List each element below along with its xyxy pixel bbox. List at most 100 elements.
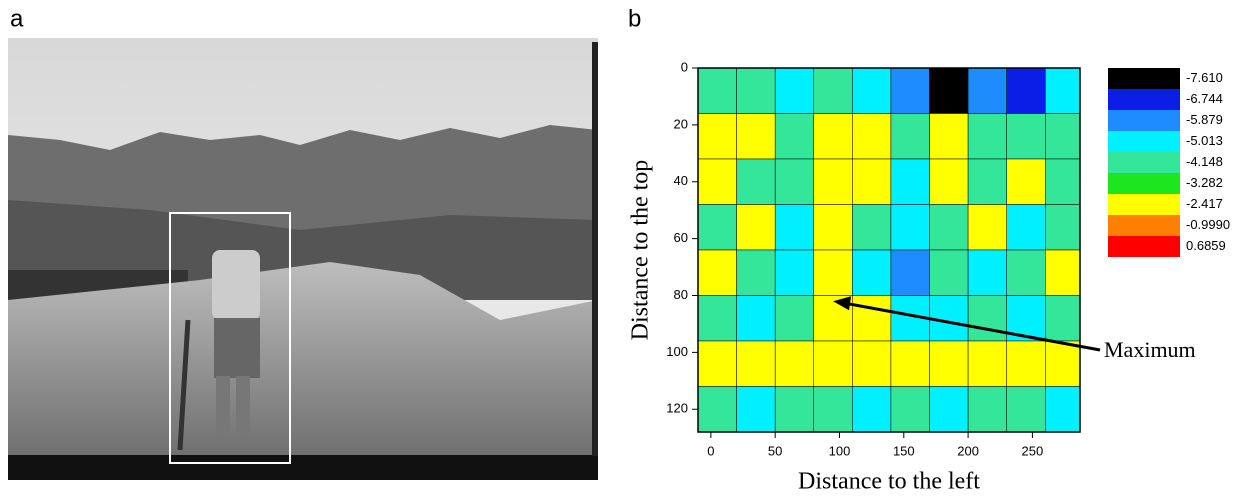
- contour-cell: [852, 204, 892, 251]
- contour-cell: [813, 158, 853, 205]
- contour-cell: [1006, 68, 1046, 114]
- contour-cell: [929, 113, 969, 160]
- y-tick-label: 0: [681, 59, 688, 74]
- contour-cell: [890, 158, 930, 205]
- contour-cell: [929, 68, 969, 114]
- annotation-arrow: [844, 301, 1101, 352]
- x-tick-label: 100: [829, 443, 851, 458]
- contour-cell: [1045, 386, 1080, 432]
- contour-cell: [929, 249, 969, 296]
- contour-cell: [1006, 204, 1046, 251]
- contour-cell: [1045, 158, 1080, 205]
- contour-cell: [852, 68, 892, 114]
- contour-cell: [967, 295, 1007, 342]
- contour-cell: [736, 340, 776, 387]
- annotation-label: Maximum: [1104, 337, 1196, 362]
- colorbar-label: -0.9990: [1186, 217, 1230, 232]
- y-tick-label: 40: [674, 173, 688, 188]
- colorbar-swatch: [1108, 131, 1180, 152]
- contour-cell: [736, 386, 776, 432]
- contour-cell: [736, 249, 776, 296]
- contour-cell: [967, 158, 1007, 205]
- contour-cell: [698, 249, 737, 296]
- colorbar-swatch: [1108, 236, 1180, 257]
- contour-cell: [698, 204, 737, 251]
- contour-cell: [890, 249, 930, 296]
- contour-cell: [698, 386, 737, 432]
- contour-cell: [967, 204, 1007, 251]
- contour-cell: [967, 340, 1007, 387]
- contour-cell: [698, 340, 737, 387]
- contour-cell: [698, 295, 737, 342]
- contour-cell: [890, 386, 930, 432]
- y-tick-label: 20: [674, 116, 688, 131]
- contour-cell: [813, 204, 853, 251]
- panel-label: b: [628, 5, 641, 32]
- x-tick-label: 50: [768, 443, 782, 458]
- x-tick-label: 0: [707, 443, 714, 458]
- colorbar-label: -3.282: [1186, 175, 1223, 190]
- contour-cell: [852, 249, 892, 296]
- contour-cell: [1006, 386, 1046, 432]
- colorbar-label: -6.744: [1186, 91, 1223, 106]
- colorbar-swatch: [1108, 68, 1180, 89]
- colorbar-label: -5.013: [1186, 133, 1223, 148]
- y-tick-label: 80: [674, 287, 688, 302]
- contour-cell: [929, 386, 969, 432]
- contour-cell: [736, 204, 776, 251]
- contour-cell: [1045, 249, 1080, 296]
- contour-cell: [929, 158, 969, 205]
- contour-cell: [967, 68, 1007, 114]
- contour-cell: [890, 204, 930, 251]
- contour-cell: [890, 340, 930, 387]
- contour-cell: [929, 204, 969, 251]
- contour-cell: [967, 113, 1007, 160]
- colorbar-label: -5.879: [1186, 112, 1223, 127]
- colorbar-label: -2.417: [1186, 196, 1223, 211]
- contour-cell: [813, 386, 853, 432]
- contour-cell: [698, 113, 737, 160]
- contour-cell: [1006, 340, 1046, 387]
- y-axis-label: Distance to the top: [628, 160, 654, 341]
- plot-frame: [697, 67, 1081, 433]
- contour-cell: [1045, 295, 1080, 342]
- contour-cell: [736, 113, 776, 160]
- contour-cell: [967, 249, 1007, 296]
- colorbar-swatch: [1108, 110, 1180, 131]
- contour-cell: [813, 68, 853, 114]
- contour-cell: [774, 295, 815, 342]
- panel-label: a: [10, 5, 24, 32]
- y-tick-label: 100: [666, 344, 688, 359]
- contour-cell: [774, 340, 815, 387]
- contour-cell: [967, 386, 1007, 432]
- contour-cell: [1045, 113, 1080, 160]
- colorbar-label: 0.6859: [1186, 238, 1226, 253]
- contour-cell: [852, 386, 892, 432]
- contour-cell: [736, 158, 776, 205]
- contour-cell: [774, 249, 815, 296]
- contour-cell: [813, 113, 853, 160]
- contour-cell: [1045, 68, 1080, 114]
- photo: [8, 38, 598, 480]
- contour-cell: [774, 68, 815, 114]
- contour-cell: [890, 113, 930, 160]
- colorbar-swatch: [1108, 215, 1180, 236]
- contour-cell: [890, 68, 930, 114]
- contour-cell: [852, 158, 892, 205]
- colorbar-swatch: [1108, 152, 1180, 173]
- contour-cell: [1045, 204, 1080, 251]
- colorbar-label: -7.610: [1186, 70, 1223, 85]
- x-axis-label: Distance to the left: [798, 469, 980, 495]
- contour-cell: [736, 295, 776, 342]
- colorbar-label: -4.148: [1186, 154, 1223, 169]
- colorbar-swatch: [1108, 173, 1180, 194]
- x-tick-label: 250: [1022, 443, 1044, 458]
- contour-cell: [852, 340, 892, 387]
- contour-cell: [774, 113, 815, 160]
- contour-cell: [774, 386, 815, 432]
- colorbar-swatch: [1108, 89, 1180, 110]
- arrow-head: [833, 296, 852, 311]
- contour-cell: [1045, 340, 1080, 387]
- contour-cell: [813, 340, 853, 387]
